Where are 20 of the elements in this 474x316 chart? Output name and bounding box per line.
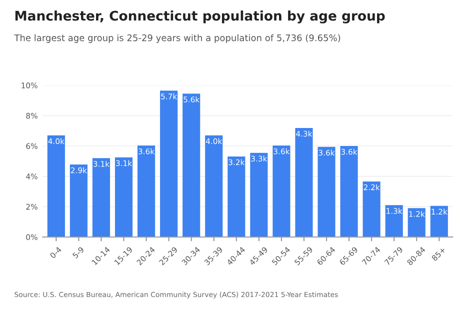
bar — [362, 181, 380, 237]
bar — [70, 164, 88, 237]
chart-title: Manchester, Connecticut population by age group — [15, 10, 385, 24]
bar — [295, 128, 313, 237]
chart-subtitle: The largest age group is 25-29 years with a population of 5,736 (9.65%) — [14, 34, 340, 43]
bar — [205, 135, 223, 237]
bar — [228, 156, 246, 237]
bar — [92, 158, 110, 237]
bar — [272, 146, 290, 237]
bar — [182, 94, 200, 237]
bar — [114, 157, 133, 237]
bar — [318, 146, 336, 237]
bar — [385, 205, 403, 237]
bar — [250, 152, 268, 237]
bar — [408, 208, 426, 237]
bar — [138, 146, 156, 237]
bar — [47, 135, 65, 237]
bar — [160, 90, 178, 237]
bar — [340, 146, 358, 237]
bar — [430, 206, 448, 237]
